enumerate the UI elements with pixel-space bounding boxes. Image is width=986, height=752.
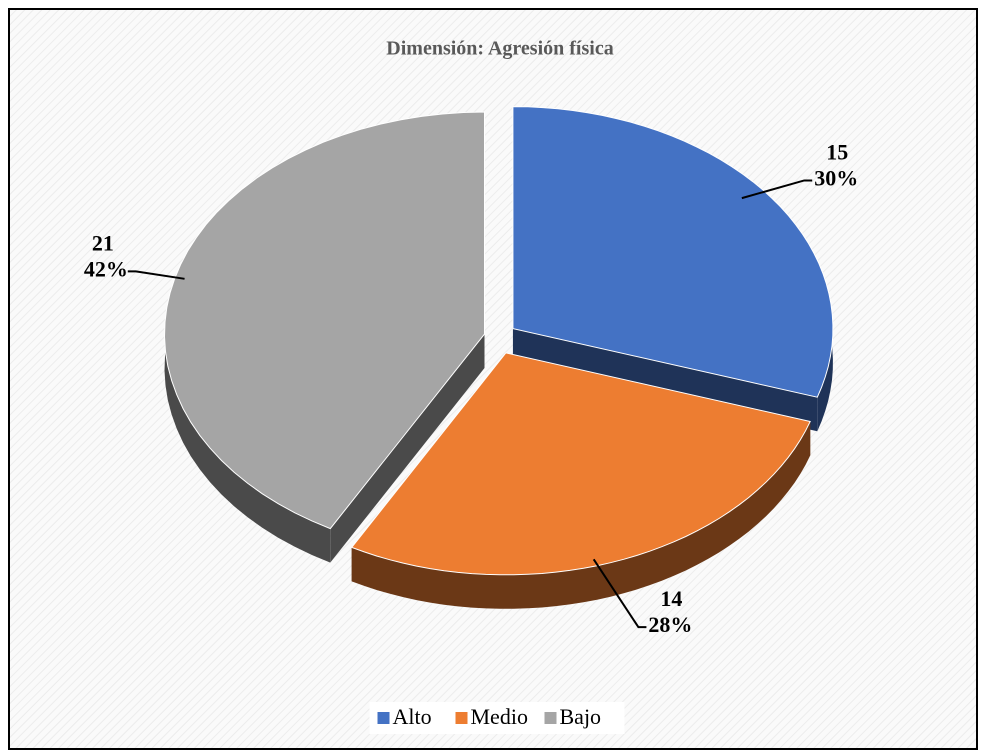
legend-label: Alto	[393, 704, 432, 729]
leader-line	[741, 179, 813, 200]
data-label-percent: 42%	[84, 256, 128, 281]
legend-swatch	[455, 712, 468, 724]
slice	[512, 106, 834, 398]
data-label-percent: 30%	[814, 166, 858, 191]
slice-side	[351, 421, 811, 609]
data-label-count: 21	[92, 230, 114, 255]
legend-swatch	[544, 712, 557, 724]
data-label-count: 15	[826, 140, 848, 165]
pie-tops	[163, 106, 834, 576]
leader-line	[127, 270, 185, 280]
slice-edge-face	[330, 334, 485, 563]
data-label-percent: 28%	[648, 612, 692, 637]
leader-line	[592, 558, 647, 629]
slice	[350, 352, 811, 576]
legend-box	[369, 702, 625, 734]
legend-swatch	[377, 712, 390, 724]
legend-label: Medio	[471, 704, 528, 729]
legend: Alto Medio Bajo	[369, 702, 625, 734]
legend-label: Bajo	[560, 704, 602, 729]
chart-title: Dimensión: Agresión física	[386, 38, 613, 60]
data-label-count: 14	[660, 586, 682, 611]
slice	[163, 111, 486, 530]
